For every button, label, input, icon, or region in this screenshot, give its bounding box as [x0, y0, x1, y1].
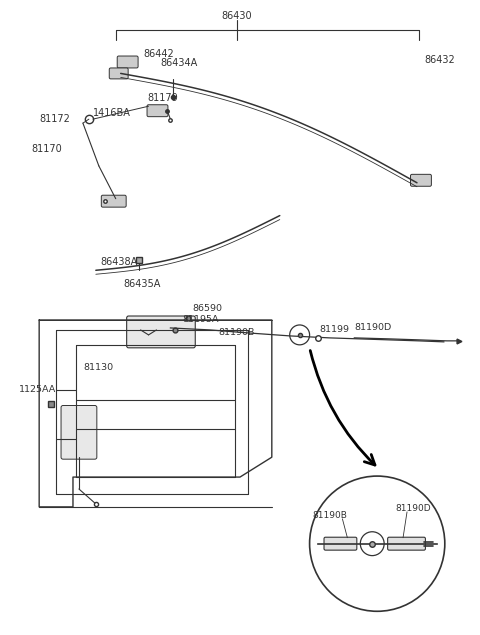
FancyBboxPatch shape	[109, 68, 128, 79]
Text: 1125AA: 1125AA	[19, 385, 57, 394]
Text: 81130: 81130	[83, 363, 113, 372]
Text: 86435A: 86435A	[124, 279, 161, 289]
Text: 86430: 86430	[222, 11, 252, 21]
FancyBboxPatch shape	[410, 175, 432, 186]
FancyBboxPatch shape	[61, 406, 97, 459]
FancyBboxPatch shape	[324, 537, 357, 550]
Text: 81170: 81170	[31, 144, 62, 154]
Circle shape	[360, 531, 384, 556]
Text: 86590: 86590	[192, 304, 222, 312]
Text: 81172: 81172	[39, 114, 70, 124]
Text: 81190D: 81190D	[354, 323, 392, 333]
Text: 86442: 86442	[144, 48, 174, 58]
Text: 86434A: 86434A	[160, 58, 198, 69]
Text: 81195A: 81195A	[182, 316, 219, 324]
Text: 1416BA: 1416BA	[93, 108, 131, 118]
FancyBboxPatch shape	[127, 316, 195, 348]
Text: 86432: 86432	[424, 55, 455, 65]
Text: 81190B: 81190B	[218, 328, 254, 337]
FancyBboxPatch shape	[101, 195, 126, 207]
FancyBboxPatch shape	[147, 105, 168, 117]
Circle shape	[290, 325, 310, 345]
Text: 81190D: 81190D	[395, 504, 431, 513]
Text: 81199: 81199	[320, 325, 349, 335]
FancyBboxPatch shape	[388, 537, 425, 550]
Text: 86438A: 86438A	[101, 257, 138, 267]
Circle shape	[310, 476, 445, 612]
Text: 81190B: 81190B	[312, 511, 348, 520]
FancyBboxPatch shape	[117, 56, 138, 68]
Text: 81179: 81179	[147, 93, 178, 104]
